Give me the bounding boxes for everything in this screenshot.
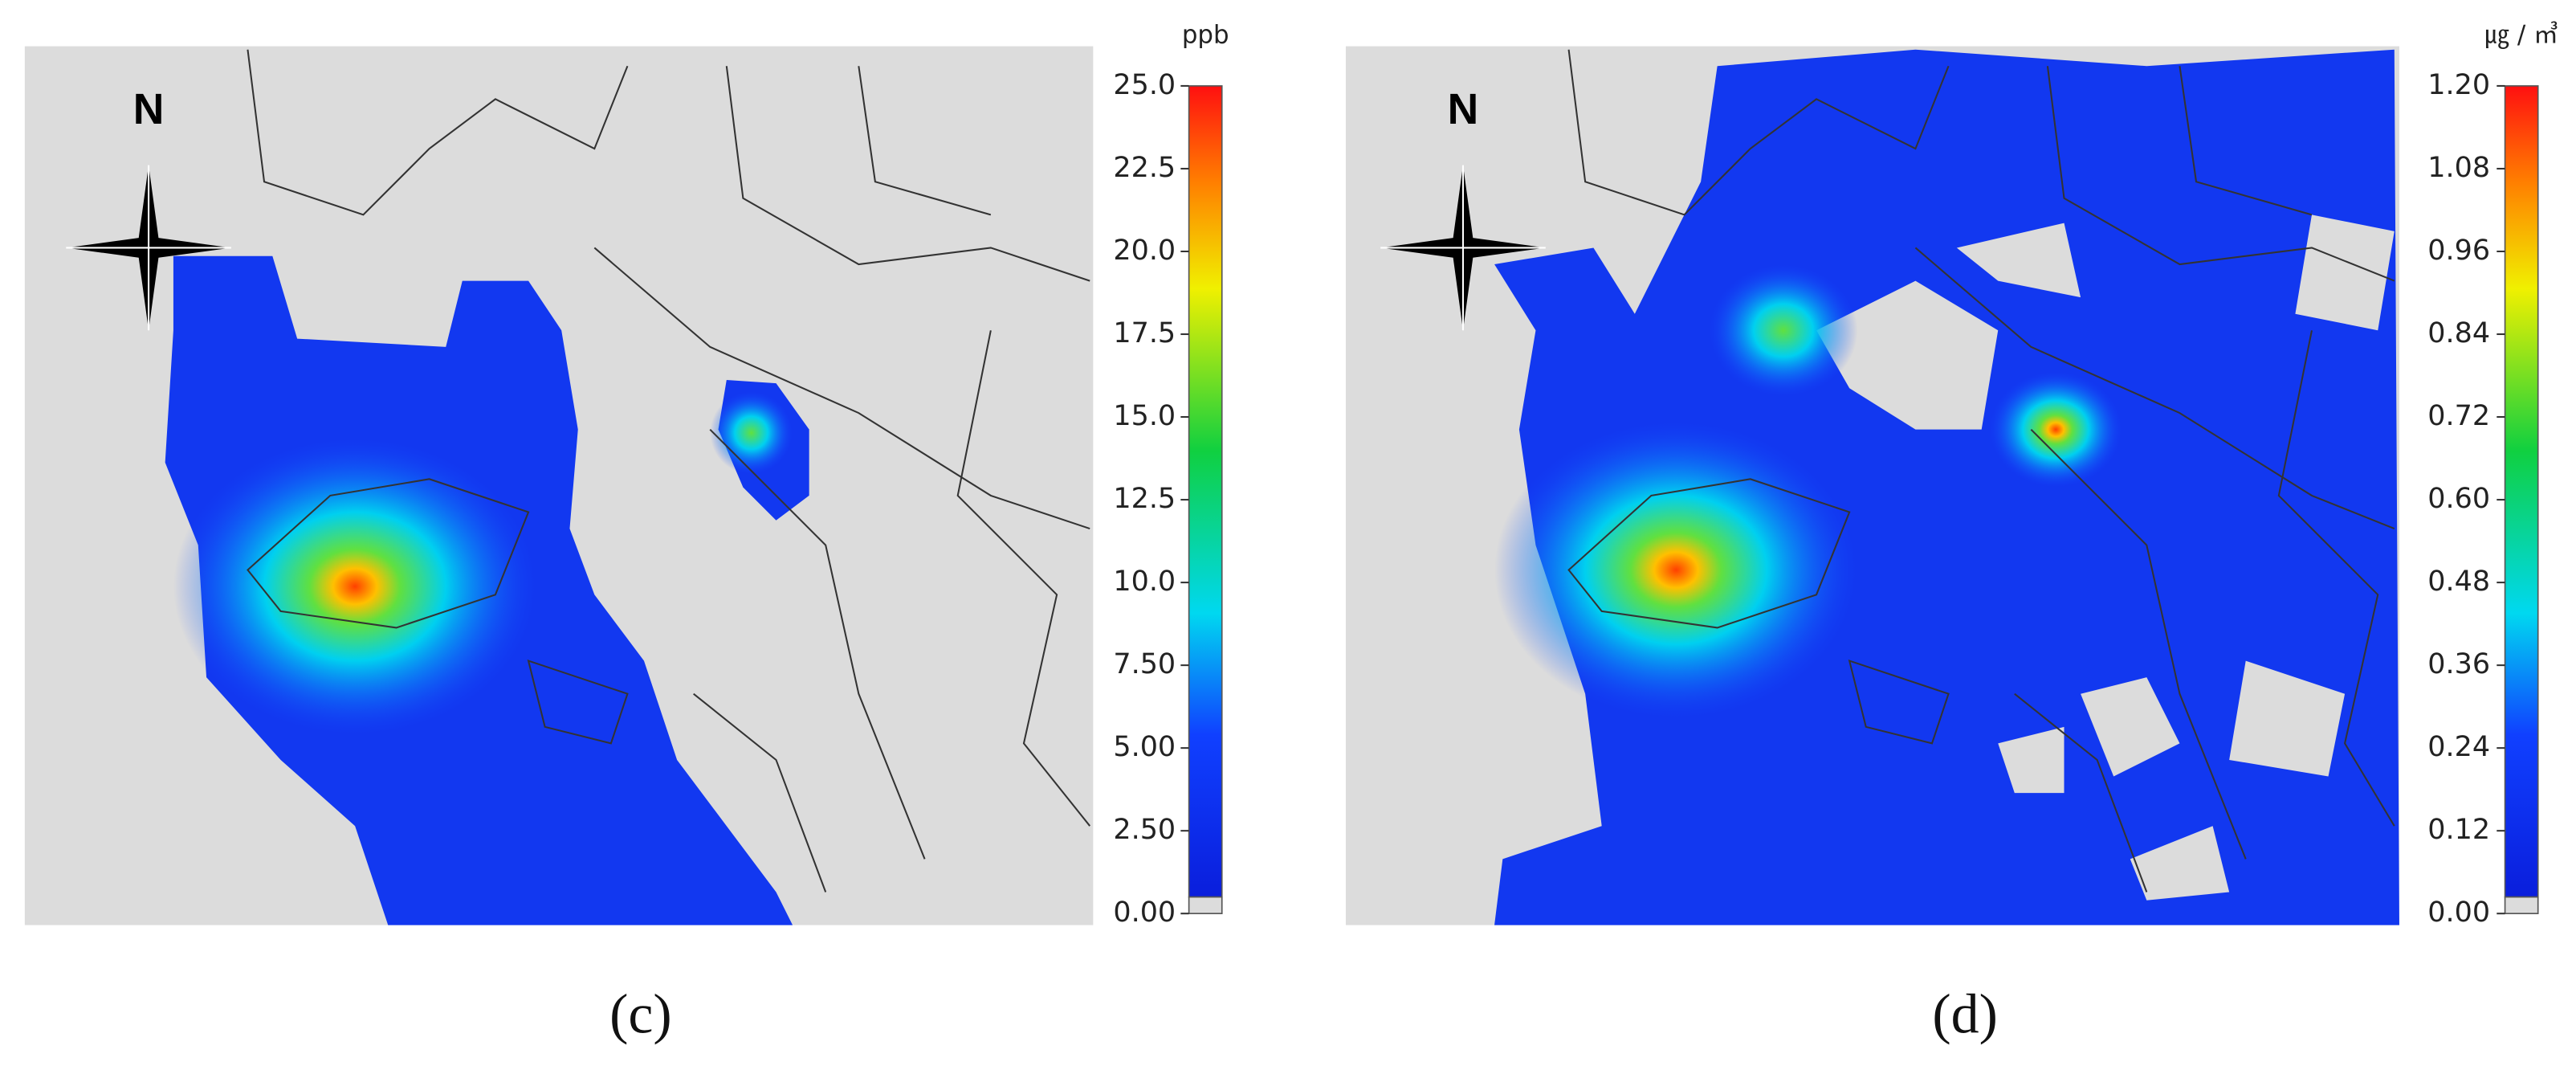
tick-label: 22.5 — [1113, 152, 1176, 184]
tick-label: 0.00 — [2427, 897, 2490, 929]
colorbar-zero — [2504, 896, 2539, 915]
tick-label: 1.08 — [2427, 152, 2490, 184]
tick-label: 15.0 — [1113, 400, 1176, 432]
tick-label: 5.00 — [1113, 731, 1176, 763]
colorbar-unit: ㎍ / ㎥ — [2484, 20, 2558, 49]
north-label: N — [133, 86, 165, 133]
tick-label: 7.50 — [1113, 648, 1176, 680]
tick-label: 0.72 — [2427, 400, 2490, 432]
map-d — [1345, 46, 2399, 925]
colorbar-zero — [1188, 896, 1223, 915]
panel-label: (d) — [1932, 983, 1998, 1045]
tick-label: 0.12 — [2427, 814, 2490, 846]
tick-label: 0.48 — [2427, 566, 2490, 598]
compass-d — [1380, 165, 1546, 331]
tick-label: 2.50 — [1113, 814, 1176, 846]
tick-label: 0.84 — [2427, 317, 2490, 349]
tick-label: 20.0 — [1113, 235, 1176, 267]
colorbar — [1188, 85, 1223, 898]
panel-label: (c) — [609, 983, 672, 1045]
map-c — [24, 46, 1094, 925]
tick-label: 0.36 — [2427, 648, 2490, 680]
tick-label: 1.20 — [2427, 69, 2490, 101]
tick-label: 12.5 — [1113, 483, 1176, 515]
tick-label: 25.0 — [1113, 69, 1176, 101]
north-label: N — [1448, 86, 1479, 133]
tick-label: 0.24 — [2427, 731, 2490, 763]
compass-c — [66, 165, 231, 331]
tick-label: 0.96 — [2427, 235, 2490, 267]
tick-label: 0.00 — [1113, 897, 1176, 929]
colorbar — [2504, 85, 2539, 898]
colorbar-unit: ppb — [1182, 20, 1229, 49]
tick-label: 10.0 — [1113, 566, 1176, 598]
tick-label: 0.60 — [2427, 483, 2490, 515]
tick-label: 17.5 — [1113, 317, 1176, 349]
